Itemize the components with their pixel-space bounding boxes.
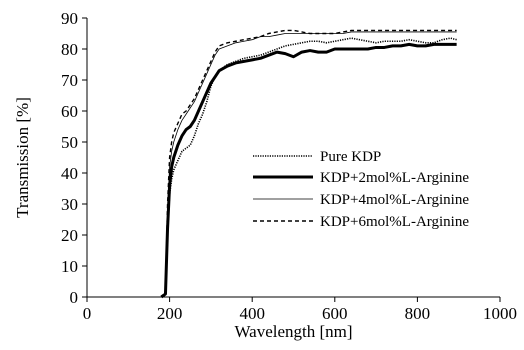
y-tick-label: 50 <box>61 133 78 152</box>
y-tick-label: 20 <box>61 226 78 245</box>
legend-label: Pure KDP <box>320 149 381 165</box>
series-lines <box>160 29 457 299</box>
y-tick-label: 70 <box>61 71 78 90</box>
y-tick-label: 90 <box>61 9 78 28</box>
y-tick-label: 0 <box>70 288 79 307</box>
tick-marks <box>82 17 501 302</box>
x-tick-label: 0 <box>83 304 92 323</box>
legend-label: KDP+4mol%L-Arginine <box>320 192 469 208</box>
x-tick-label: 800 <box>405 304 431 323</box>
series-line-pure-kdp <box>160 37 457 298</box>
y-tick-label: 80 <box>61 40 78 59</box>
y-axis-title: Transmission [%] <box>13 97 32 218</box>
y-tick-label: 30 <box>61 195 78 214</box>
y-tick-label: 60 <box>61 102 78 121</box>
y-tick-label: 10 <box>61 257 78 276</box>
tick-labels: 0 10 20 30 40 50 60 70 80 90 0 200 400 600 800 1000 <box>61 9 517 323</box>
series-line-kdp-2mol-l-arginine <box>160 42 457 299</box>
x-axis-title: Wavelength [nm] <box>234 322 352 341</box>
x-tick-label: 200 <box>157 304 183 323</box>
x-tick-label: 600 <box>322 304 348 323</box>
x-tick-label: 1000 <box>483 304 517 323</box>
series-line-kdp-6mol-l-arginine <box>160 29 457 298</box>
legend-label: KDP+6mol%L-Arginine <box>320 214 469 230</box>
legend-label: KDP+2mol%L-Arginine <box>320 170 469 186</box>
legend: Pure KDP KDP+2mol%L-Arginine KDP+4mol%L-Ar… <box>253 149 469 230</box>
axes <box>86 18 500 298</box>
y-tick-label: 40 <box>61 164 78 183</box>
series-line-kdp-4mol-l-arginine <box>161 31 457 298</box>
x-tick-label: 400 <box>239 304 265 323</box>
